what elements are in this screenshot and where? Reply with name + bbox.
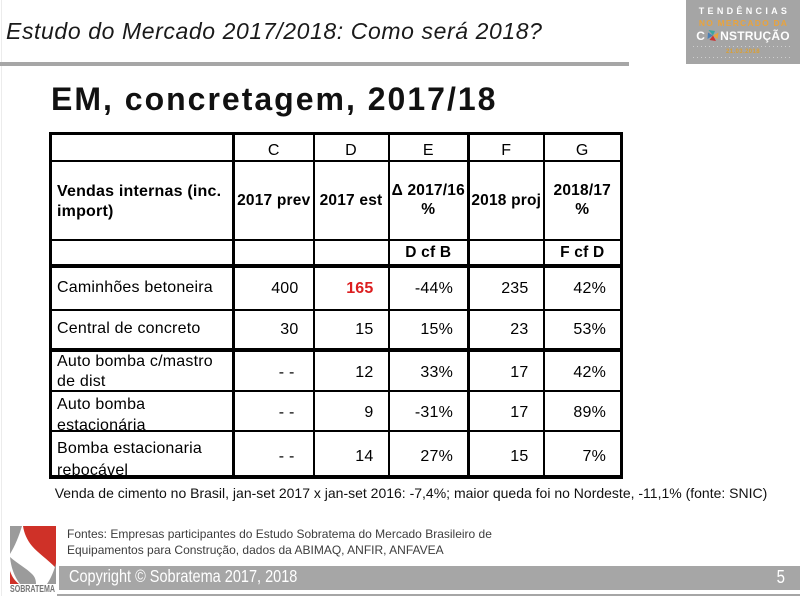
svg-text:SOBRATEMA: SOBRATEMA xyxy=(10,584,55,593)
